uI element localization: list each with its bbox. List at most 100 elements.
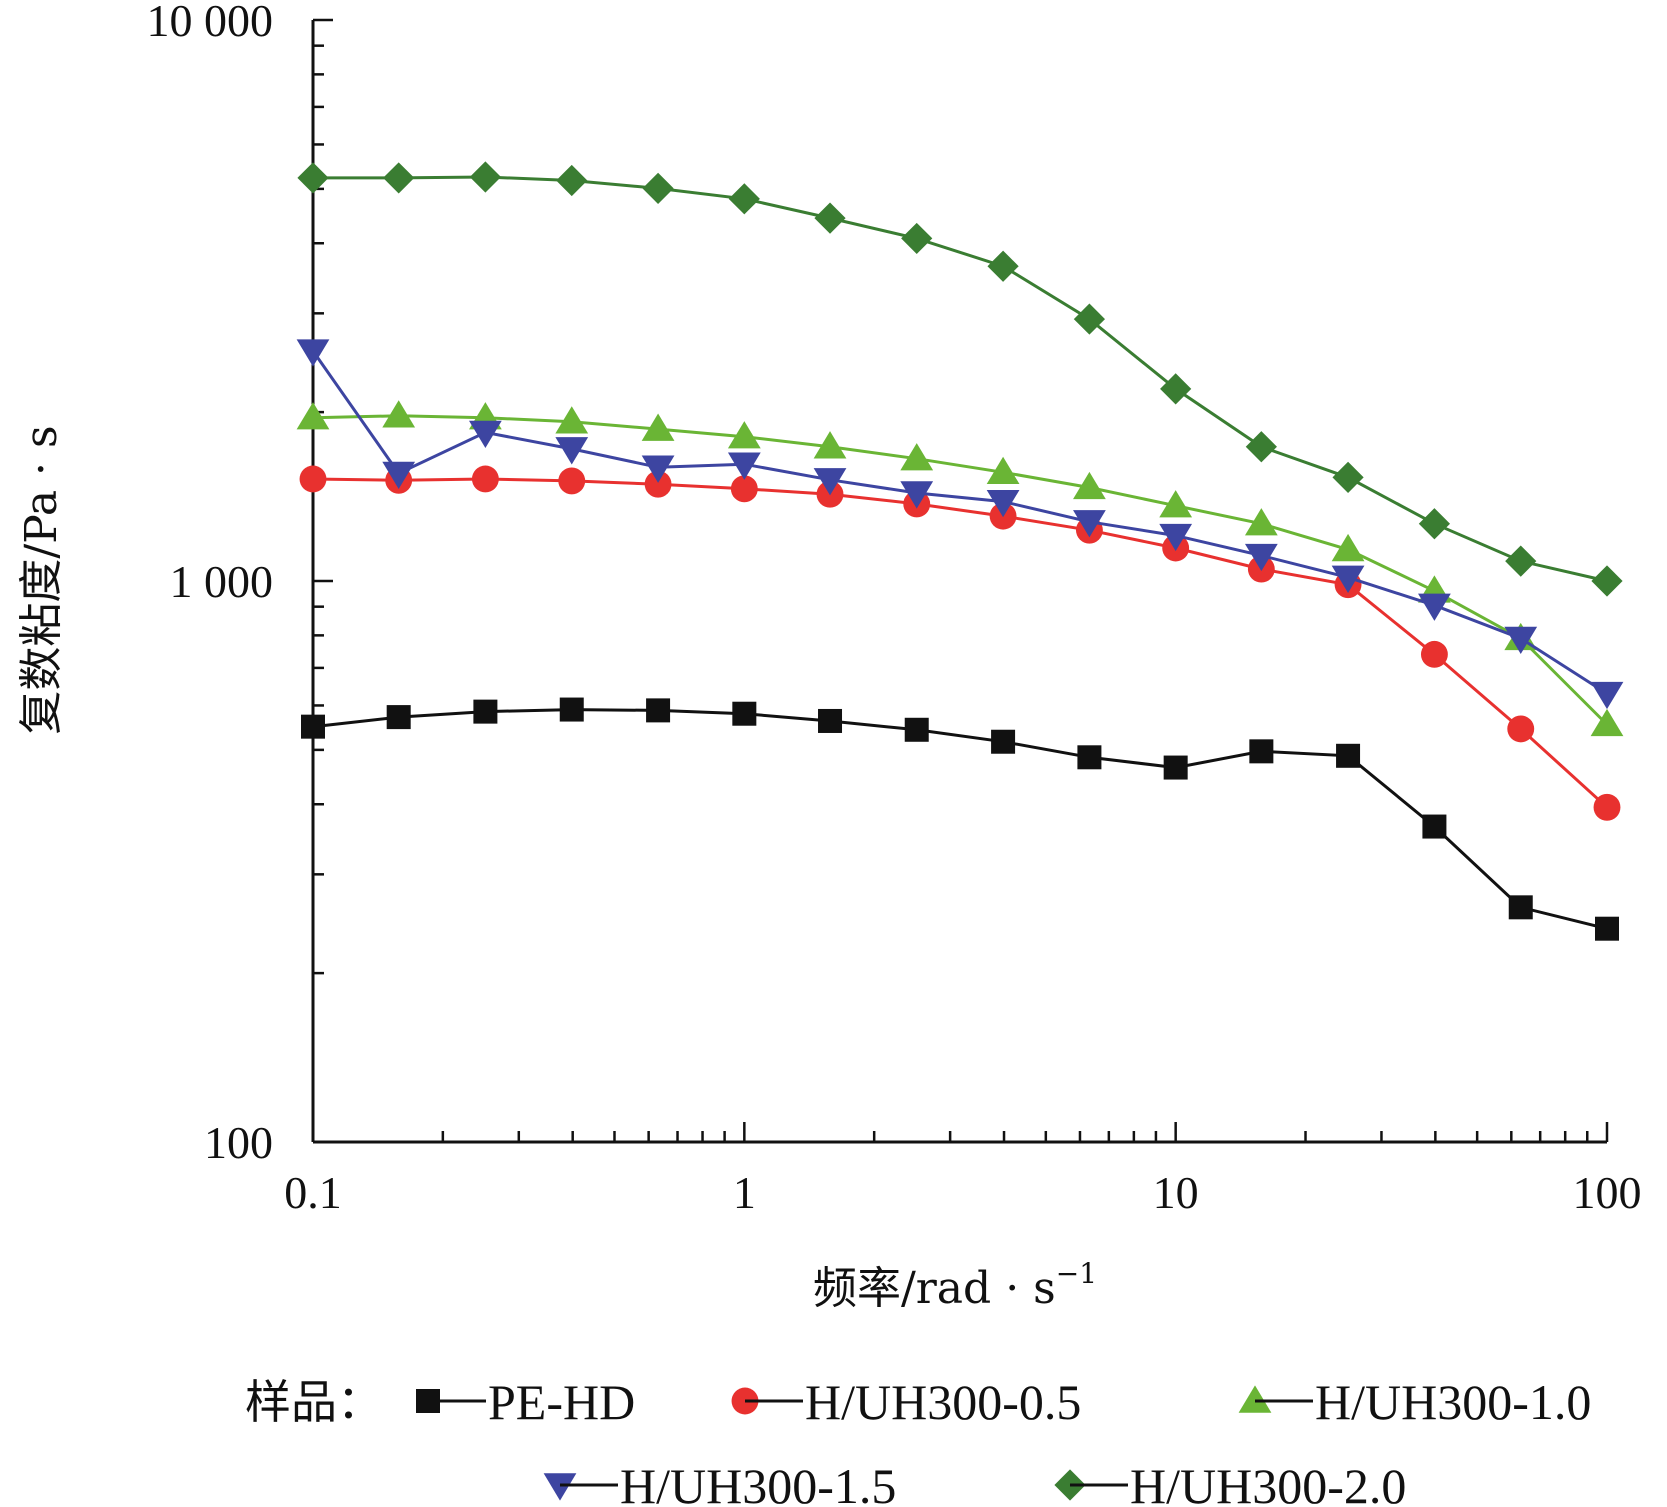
- series-line: [312, 708, 1608, 931]
- x-axis-title-main: 频率/rad · s: [813, 1263, 1056, 1314]
- data-point: [1244, 543, 1278, 572]
- data-point: [1422, 814, 1447, 839]
- data-point: [1331, 565, 1365, 593]
- y-tick-label: 10 000: [147, 0, 274, 46]
- data-point: [641, 413, 675, 441]
- data-point: [1073, 303, 1106, 335]
- legend-label: PE-HD: [488, 1374, 635, 1430]
- series-pe-hd: [301, 697, 1619, 941]
- y-tick-label: 1 000: [170, 556, 274, 607]
- data-point: [469, 161, 501, 193]
- legend-prefix: 样品：: [245, 1375, 383, 1429]
- legend-marker: [543, 1473, 577, 1501]
- x-tick-label: 0.1: [284, 1167, 342, 1218]
- data-point: [644, 470, 672, 498]
- data-point: [1244, 508, 1278, 536]
- data-point: [1332, 461, 1364, 493]
- data-point: [471, 465, 499, 493]
- legend-label: H/UH300-0.5: [805, 1374, 1081, 1430]
- data-point: [301, 714, 325, 739]
- data-point: [904, 717, 929, 742]
- data-point: [1077, 745, 1102, 770]
- data-point: [1418, 593, 1451, 621]
- data-point: [555, 437, 589, 465]
- x-tick-label: 10: [1153, 1167, 1199, 1218]
- data-point: [555, 406, 589, 434]
- data-point: [646, 698, 671, 723]
- x-ticks: 0.1 1 10 100: [284, 1122, 1642, 1218]
- legend-item-h-uh300-1-0: H/UH300-1.0: [1238, 1374, 1591, 1430]
- data-point: [386, 705, 411, 730]
- data-point: [296, 339, 330, 367]
- data-point: [1420, 640, 1448, 668]
- data-point: [813, 431, 847, 459]
- data-point: [1591, 565, 1623, 597]
- series-line: [311, 350, 1608, 695]
- legend: PE-HD H/UH300-0.5 H/UH300-1.0 H/UH300-1.5 H/…: [416, 1374, 1591, 1507]
- data-point: [818, 708, 843, 733]
- data-point: [987, 250, 1019, 282]
- data-point: [1593, 793, 1621, 821]
- data-point: [1504, 626, 1538, 655]
- data-point: [559, 697, 584, 722]
- legend-label: H/UH300-1.5: [620, 1458, 896, 1507]
- series-h-uh300-2-0: [297, 161, 1623, 597]
- data-point: [1159, 490, 1193, 518]
- data-point: [1590, 681, 1624, 710]
- data-point: [1505, 545, 1537, 577]
- data-point: [901, 222, 933, 255]
- legend-label: H/UH300-1.0: [1315, 1374, 1591, 1430]
- data-point: [900, 443, 934, 471]
- x-axis-title: 频率/rad · s−1: [813, 1257, 1097, 1314]
- y-tick-label: 100: [204, 1117, 273, 1168]
- data-point: [991, 729, 1016, 754]
- data-point: [297, 162, 329, 194]
- x-axis-title-superscript: −1: [1056, 1257, 1097, 1290]
- data-point: [986, 489, 1020, 518]
- data-point: [1590, 708, 1624, 737]
- data-point: [382, 461, 416, 490]
- data-point: [382, 400, 416, 428]
- legend-item-h-uh300-1-5: H/UH300-1.5: [543, 1458, 896, 1507]
- data-point: [296, 402, 330, 430]
- data-point: [1160, 373, 1192, 405]
- data-point: [1418, 508, 1451, 540]
- data-point: [641, 455, 675, 483]
- data-point: [732, 701, 757, 726]
- data-point: [642, 172, 674, 204]
- series-line: [312, 477, 1609, 809]
- data-point: [1336, 743, 1361, 768]
- data-point: [558, 467, 586, 495]
- data-point: [383, 162, 415, 194]
- data-point: [556, 164, 588, 197]
- data-point: [299, 465, 327, 493]
- data-point: [469, 420, 502, 449]
- series-h-uh300-1-5: [296, 339, 1624, 710]
- data-point: [1245, 431, 1277, 463]
- legend-item-h-uh300-2-0: H/UH300-2.0: [1054, 1458, 1406, 1507]
- data-point: [1508, 895, 1533, 920]
- series-h-uh300-1-0: [296, 400, 1624, 737]
- data-point: [727, 421, 761, 449]
- series-layer: [296, 161, 1624, 941]
- data-point: [728, 183, 760, 215]
- x-tick-label: 100: [1573, 1167, 1642, 1218]
- legend-label: H/UH300-2.0: [1130, 1458, 1406, 1507]
- data-point: [1595, 916, 1619, 941]
- data-point: [1159, 523, 1193, 552]
- series-line: [313, 175, 1608, 583]
- data-point: [473, 699, 498, 724]
- data-point: [1249, 739, 1274, 764]
- data-point: [1507, 715, 1535, 743]
- data-point: [1163, 755, 1188, 780]
- data-point: [1073, 471, 1106, 500]
- data-point: [727, 452, 761, 480]
- x-tick-label: 1: [733, 1167, 756, 1218]
- data-point: [1331, 533, 1365, 562]
- legend-item-pe-hd: PE-HD: [416, 1374, 635, 1430]
- data-point: [730, 475, 758, 503]
- y-axis-title: 复数粘度/Pa · s: [16, 425, 67, 734]
- data-point: [1073, 510, 1106, 538]
- data-point: [813, 468, 847, 496]
